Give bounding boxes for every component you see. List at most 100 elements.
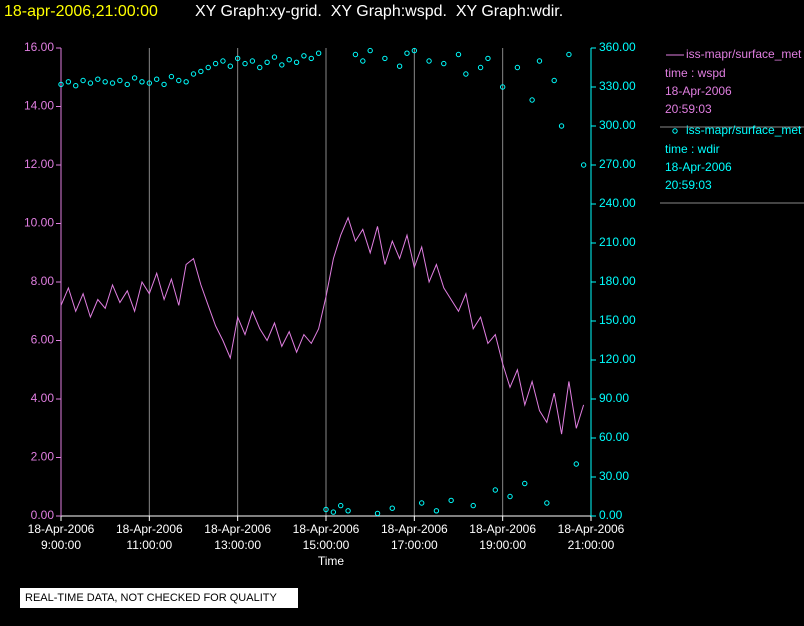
y2-tick-label: 330.00 — [599, 79, 636, 93]
wdir-point — [485, 55, 491, 62]
wdir-point — [551, 77, 557, 84]
wdir-point — [65, 79, 72, 85]
wdir-point — [227, 63, 234, 69]
legend-label: iss-mapr/surface_met — [686, 47, 802, 61]
y-tick-label: 14.00 — [24, 99, 54, 113]
x-tick-label: 18-Apr-2006 — [381, 522, 448, 536]
y-tick-label: 4.00 — [31, 391, 55, 405]
wdir-point — [80, 77, 86, 84]
wdir-point — [168, 73, 175, 80]
wdir-point — [146, 80, 153, 86]
wdir-point — [293, 59, 300, 65]
y-tick-label: 10.00 — [24, 216, 54, 230]
x-tick-label: 11:00:00 — [126, 538, 172, 552]
wdir-point — [566, 51, 572, 58]
wdir-point — [308, 55, 314, 62]
wdir-point — [426, 58, 432, 64]
legend-detail: 20:59:03 — [665, 102, 712, 116]
wdir-point — [529, 97, 535, 103]
y2-tick-label: 210.00 — [599, 235, 636, 249]
wdir-point — [404, 50, 410, 56]
wdir-point — [396, 63, 403, 69]
x-tick-label: 18-Apr-2006 — [116, 522, 183, 536]
wdir-point — [338, 502, 344, 509]
wdir-point — [234, 55, 241, 62]
legend-detail: time : wspd — [665, 66, 726, 80]
wdir-point — [470, 502, 476, 509]
y-tick-label: 12.00 — [24, 157, 54, 171]
y2-tick-label: 60.00 — [599, 430, 629, 444]
wdir-point — [477, 64, 484, 71]
wdir-point — [455, 51, 462, 58]
legend-detail: time : wdir — [665, 142, 720, 156]
x-tick-label: 21:00:00 — [568, 538, 615, 552]
wdir-point — [153, 76, 160, 82]
wdir-point — [124, 81, 130, 88]
y2-tick-label: 300.00 — [599, 118, 636, 132]
wdir-point — [131, 75, 138, 81]
wdir-point — [345, 508, 351, 514]
footer-box — [20, 588, 298, 608]
wdir-point — [249, 58, 256, 64]
wdir-point — [286, 57, 292, 63]
wdir-point — [58, 81, 64, 88]
wdir-point — [522, 480, 528, 487]
wspd-line — [60, 216, 585, 435]
y-tick-label: 2.00 — [31, 450, 55, 464]
x-tick-label: 18-Apr-2006 — [28, 522, 95, 536]
wdir-point — [536, 58, 543, 64]
x-axis-label: Time — [318, 554, 345, 568]
y-tick-label: 16.00 — [24, 40, 54, 54]
wdir-point — [330, 509, 337, 515]
wdir-point — [352, 51, 359, 58]
wdir-point — [212, 60, 219, 67]
y2-tick-label: 180.00 — [599, 274, 636, 288]
x-tick-label: 18-Apr-2006 — [293, 522, 360, 536]
wdir-point — [418, 500, 425, 506]
wdir-point — [374, 510, 381, 517]
wdir-point — [257, 64, 263, 71]
x-tick-label: 9:00:00 — [41, 538, 81, 552]
wdir-point — [220, 58, 226, 64]
wdir-point — [433, 508, 440, 514]
y-tick-label: 0.00 — [31, 508, 55, 522]
wdir-point — [87, 80, 94, 86]
wdir-point — [492, 487, 499, 493]
wdir-point — [271, 54, 278, 60]
x-tick-label: 13:00:00 — [214, 538, 261, 552]
y2-tick-label: 90.00 — [599, 391, 629, 405]
wdir-point — [264, 59, 270, 65]
y-tick-label: 6.00 — [31, 333, 55, 347]
wdir-point — [573, 461, 579, 467]
wdir-point — [441, 60, 447, 67]
wdir-point — [205, 64, 211, 71]
legend-swatch — [672, 128, 678, 134]
wdir-point — [190, 71, 197, 77]
wdir-point — [499, 84, 506, 90]
wdir-point — [382, 55, 388, 62]
wdir-point — [367, 47, 373, 54]
wdir-point — [242, 60, 248, 67]
wdir-point — [448, 497, 454, 504]
footer-text: REAL-TIME DATA, NOT CHECKED FOR QUALITY — [25, 592, 277, 604]
wdir-point — [109, 80, 116, 86]
y2-tick-label: 240.00 — [599, 196, 636, 210]
x-tick-label: 18-Apr-2006 — [469, 522, 536, 536]
y2-tick-label: 120.00 — [599, 352, 636, 366]
y2-tick-label: 30.00 — [599, 469, 629, 483]
legend-detail: 20:59:03 — [665, 178, 712, 192]
x-tick-label: 19:00:00 — [479, 538, 526, 552]
wdir-point — [323, 506, 329, 513]
x-tick-label: 17:00:00 — [391, 538, 438, 552]
x-tick-label: 18-Apr-2006 — [558, 522, 625, 536]
wdir-point — [411, 47, 418, 54]
y2-tick-label: 270.00 — [599, 157, 636, 171]
wdir-point — [183, 79, 189, 85]
wdir-point — [360, 58, 366, 64]
legend-detail: 18-Apr-2006 — [665, 84, 732, 98]
legend-label: iss-mapr/surface_met — [686, 123, 802, 137]
wdir-point — [544, 500, 550, 506]
